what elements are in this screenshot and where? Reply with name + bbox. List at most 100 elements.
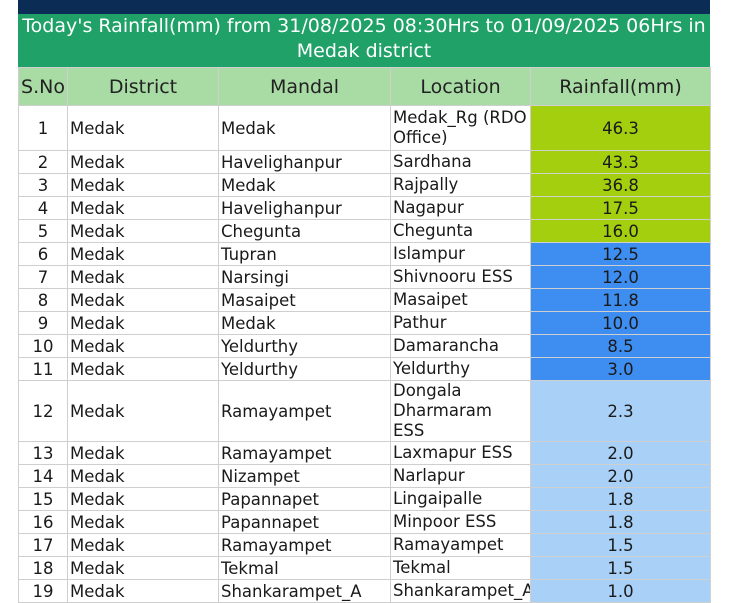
- cell-location: Damarancha: [390, 334, 531, 358]
- table-row: 3 Medak Medak Rajpally 36.8: [18, 173, 711, 197]
- cell-location: Nagapur: [390, 196, 531, 220]
- table-row: 4 Medak Havelighanpur Nagapur 17.5: [18, 196, 711, 220]
- cell-mandal: Yeldurthy: [218, 357, 391, 381]
- cell-mandal: Tupran: [218, 242, 391, 266]
- cell-sno: 16: [18, 510, 68, 534]
- cell-location: Pathur: [390, 311, 531, 335]
- cell-sno: 7: [18, 265, 68, 289]
- cell-sno: 8: [18, 288, 68, 312]
- header-rainfall: Rainfall(mm): [530, 67, 711, 106]
- cell-location: Minpoor ESS: [390, 510, 531, 534]
- cell-rainfall: 2.0: [530, 464, 711, 488]
- cell-sno: 12: [18, 380, 68, 442]
- cell-sno: 18: [18, 556, 68, 580]
- table-row: 16 Medak Papannapet Minpoor ESS 1.8: [18, 510, 711, 534]
- cell-district: Medak: [67, 556, 219, 580]
- cell-rainfall: 10.0: [530, 311, 711, 335]
- table-row: 1 Medak Medak Medak_Rg (RDO Office) 46.3: [18, 105, 711, 151]
- cell-mandal: Ramayampet: [218, 533, 391, 557]
- cell-rainfall: 43.3: [530, 150, 711, 174]
- header-mandal: Mandal: [218, 67, 391, 106]
- cell-district: Medak: [67, 150, 219, 174]
- cell-district: Medak: [67, 380, 219, 442]
- cell-rainfall: 16.0: [530, 219, 711, 243]
- cell-mandal: Havelighanpur: [218, 150, 391, 174]
- cell-district: Medak: [67, 105, 219, 151]
- cell-district: Medak: [67, 579, 219, 603]
- cell-district: Medak: [67, 357, 219, 381]
- cell-location: Laxmapur ESS: [390, 441, 531, 465]
- cell-district: Medak: [67, 334, 219, 358]
- cell-location: Chegunta: [390, 219, 531, 243]
- cell-rainfall: 3.0: [530, 357, 711, 381]
- table-row: 14 Medak Nizampet Narlapur 2.0: [18, 464, 711, 488]
- cell-sno: 19: [18, 579, 68, 603]
- cell-rainfall: 46.3: [530, 105, 711, 151]
- cell-mandal: Tekmal: [218, 556, 391, 580]
- cell-mandal: Yeldurthy: [218, 334, 391, 358]
- cell-location: Medak_Rg (RDO Office): [390, 105, 531, 151]
- cell-rainfall: 8.5: [530, 334, 711, 358]
- cell-location: Dongala Dharmaram ESS: [390, 380, 531, 442]
- cell-district: Medak: [67, 464, 219, 488]
- cell-location: Masaipet: [390, 288, 531, 312]
- cell-sno: 6: [18, 242, 68, 266]
- table-body: 1 Medak Medak Medak_Rg (RDO Office) 46.3 2 Med…: [18, 105, 711, 603]
- table-row: 13 Medak Ramayampet Laxmapur ESS 2.0: [18, 441, 711, 465]
- cell-district: Medak: [67, 173, 219, 197]
- cell-district: Medak: [67, 487, 219, 511]
- cell-rainfall: 1.0: [530, 579, 711, 603]
- cell-mandal: Shankarampet_A: [218, 579, 391, 603]
- cell-sno: 3: [18, 173, 68, 197]
- cell-district: Medak: [67, 242, 219, 266]
- cell-rainfall: 17.5: [530, 196, 711, 220]
- cell-sno: 2: [18, 150, 68, 174]
- cell-mandal: Chegunta: [218, 219, 391, 243]
- cell-sno: 17: [18, 533, 68, 557]
- cell-district: Medak: [67, 311, 219, 335]
- header-district: District: [67, 67, 219, 106]
- cell-rainfall: 1.5: [530, 556, 711, 580]
- cell-sno: 1: [18, 105, 68, 151]
- cell-mandal: Medak: [218, 311, 391, 335]
- cell-rainfall: 1.8: [530, 510, 711, 534]
- cell-district: Medak: [67, 441, 219, 465]
- cell-mandal: Papannapet: [218, 487, 391, 511]
- cell-location: Shankarampet_A: [390, 579, 531, 603]
- rainfall-table: S.No District Mandal Location Rainfall(m…: [18, 67, 711, 603]
- cell-mandal: Papannapet: [218, 510, 391, 534]
- table-row: 19 Medak Shankarampet_A Shankarampet_A 1.0: [18, 579, 711, 603]
- cell-rainfall: 2.3: [530, 380, 711, 442]
- cell-sno: 14: [18, 464, 68, 488]
- cell-mandal: Masaipet: [218, 288, 391, 312]
- header-sno: S.No: [18, 67, 68, 106]
- cell-district: Medak: [67, 219, 219, 243]
- cell-location: Rajpally: [390, 173, 531, 197]
- cell-mandal: Nizampet: [218, 464, 391, 488]
- table-row: 2 Medak Havelighanpur Sardhana 43.3: [18, 150, 711, 174]
- table-row: 10 Medak Yeldurthy Damarancha 8.5: [18, 334, 711, 358]
- cell-location: Sardhana: [390, 150, 531, 174]
- cell-mandal: Ramayampet: [218, 441, 391, 465]
- cell-sno: 9: [18, 311, 68, 335]
- cell-district: Medak: [67, 196, 219, 220]
- cell-rainfall: 2.0: [530, 441, 711, 465]
- cell-location: Narlapur: [390, 464, 531, 488]
- cell-mandal: Medak: [218, 173, 391, 197]
- table-row: 12 Medak Ramayampet Dongala Dharmaram ESS 2.…: [18, 380, 711, 442]
- cell-sno: 4: [18, 196, 68, 220]
- cell-location: Islampur: [390, 242, 531, 266]
- cell-district: Medak: [67, 510, 219, 534]
- table-row: 9 Medak Medak Pathur 10.0: [18, 311, 711, 335]
- cell-rainfall: 11.8: [530, 288, 711, 312]
- table-row: 15 Medak Papannapet Lingaipalle 1.8: [18, 487, 711, 511]
- cell-rainfall: 12.5: [530, 242, 711, 266]
- table-row: 8 Medak Masaipet Masaipet 11.8: [18, 288, 711, 312]
- table-row: 5 Medak Chegunta Chegunta 16.0: [18, 219, 711, 243]
- cell-sno: 11: [18, 357, 68, 381]
- cell-sno: 10: [18, 334, 68, 358]
- cell-location: Shivnooru ESS: [390, 265, 531, 289]
- cell-mandal: Narsingi: [218, 265, 391, 289]
- cell-rainfall: 36.8: [530, 173, 711, 197]
- cell-rainfall: 12.0: [530, 265, 711, 289]
